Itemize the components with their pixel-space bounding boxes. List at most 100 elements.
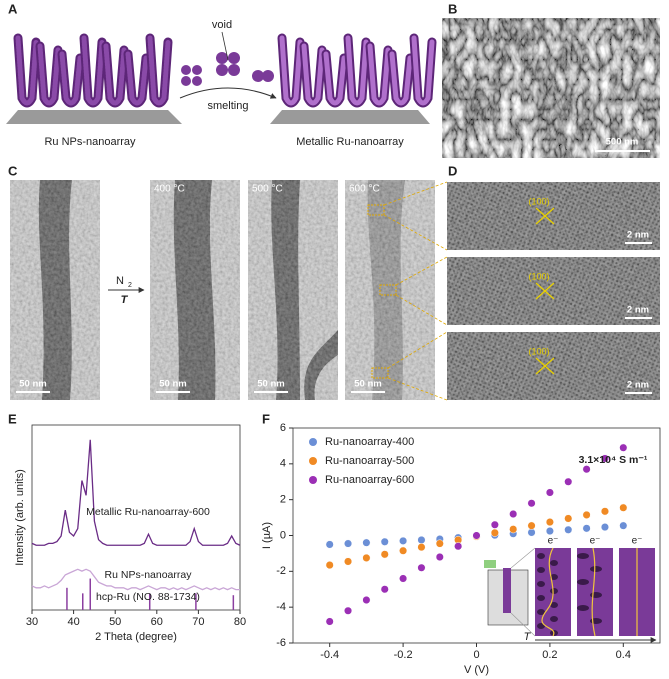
panel-letter: C (8, 163, 18, 178)
image-noise (447, 182, 660, 250)
charts: 30 40 50 60 70 802 Theta (degree)Intensity (a… (14, 422, 661, 676)
xrd-trace (31, 439, 241, 546)
data-point (619, 503, 628, 512)
data-point (545, 526, 554, 536)
nanotube-surface (389, 51, 413, 106)
x-axis-label: 2 Theta (degree) (95, 631, 177, 643)
inset-void (550, 574, 558, 580)
image-noise (447, 257, 660, 325)
data-point (435, 539, 444, 548)
data-point (344, 539, 353, 548)
process-label: smelting (208, 100, 249, 112)
plane-marker (535, 357, 555, 375)
y-axis-label: Intensity (arb. units) (14, 469, 26, 566)
data-point (344, 557, 353, 566)
caption: Ru NPs-nanoarray (44, 136, 136, 148)
x-tick-label: 50 (109, 616, 121, 628)
inset-void (537, 595, 545, 601)
x-tick-label: -0.4 (320, 649, 339, 661)
data-point (600, 454, 610, 463)
inset-void (577, 553, 589, 559)
data-point (490, 520, 499, 529)
region-box (371, 367, 389, 379)
data-point (362, 595, 371, 605)
y-tick-label: -6 (276, 637, 286, 649)
nanotube-surface (279, 35, 303, 106)
x-tick-label: 30 (26, 616, 38, 628)
condition-label: T (121, 294, 129, 306)
x-tick-label: 70 (192, 616, 204, 628)
temperature-label: 400 °C (154, 184, 185, 195)
scale-bar-label: 2 nm (627, 305, 649, 316)
substrate (6, 110, 182, 124)
inset-void (577, 605, 589, 611)
data-point (582, 510, 591, 519)
y-tick-label: 6 (280, 422, 286, 434)
legend-marker (309, 457, 317, 465)
scale-bar-label: 2 nm (627, 380, 649, 391)
nanotube-surface (81, 35, 105, 106)
guide (383, 181, 448, 206)
data-point (399, 546, 408, 555)
data-point (509, 509, 518, 519)
x-axis-label: V (V) (464, 664, 489, 676)
image-noise (248, 180, 338, 400)
plane-marker (535, 282, 555, 300)
void-label: void (212, 19, 232, 31)
data-point (399, 574, 408, 583)
data-point (325, 561, 334, 570)
y-tick-label: -4 (276, 601, 286, 613)
nanotube-surface (59, 51, 83, 106)
sem-image (442, 18, 660, 158)
data-point (490, 528, 499, 537)
plane-label: (100) (528, 196, 549, 206)
nanotube-surface (345, 35, 369, 106)
inset-void (537, 581, 545, 587)
nanotube-surface (103, 43, 127, 106)
data-point (472, 531, 481, 540)
plane-label: (100) (528, 346, 549, 356)
data-point (527, 499, 536, 508)
y-axis-label: I (µA) (261, 522, 273, 549)
electron-path (541, 547, 555, 637)
nanotube-surface (15, 35, 39, 106)
data-point (325, 540, 334, 549)
inset-rod (503, 568, 511, 613)
data-point (362, 538, 371, 547)
data-point (417, 535, 426, 545)
data-point (344, 606, 353, 615)
guide (383, 214, 448, 251)
caption: Metallic Ru-nanoarray (296, 136, 404, 148)
temperature-label: 500 °C (252, 184, 283, 195)
image-noise (10, 180, 100, 400)
data-point (600, 507, 610, 516)
data-point (380, 537, 389, 546)
nanotube-surface (323, 51, 347, 106)
data-point (545, 518, 554, 527)
plane-marker (535, 207, 555, 225)
scale-bar-label: 500 nm (606, 137, 639, 148)
nanotube-surface (147, 35, 171, 106)
image-noise (150, 180, 240, 400)
series-label: Ru NPs-nanoarray (105, 569, 193, 581)
y-tick-label: 0 (280, 529, 286, 541)
data-point (417, 563, 426, 572)
y-tick-label: 4 (280, 458, 286, 470)
inset-zoom (510, 547, 536, 637)
inset-void (550, 616, 558, 622)
nanotube-surface (411, 35, 435, 106)
inset-void (537, 623, 545, 629)
annotation: 3.1×10⁴ S m⁻¹ (579, 454, 648, 466)
panel-letter: D (448, 163, 457, 178)
scale-bar-label: 50 nm (354, 379, 381, 390)
particles (181, 31, 274, 86)
image-noise (345, 180, 435, 400)
inset-void (537, 553, 545, 559)
scale-bar-label: 2 nm (627, 230, 649, 241)
substrate (270, 110, 430, 124)
inset-void (537, 609, 545, 615)
data-point (454, 542, 463, 551)
panel-letter: F (262, 411, 270, 426)
legend-marker (309, 438, 317, 446)
region-box (367, 204, 385, 216)
